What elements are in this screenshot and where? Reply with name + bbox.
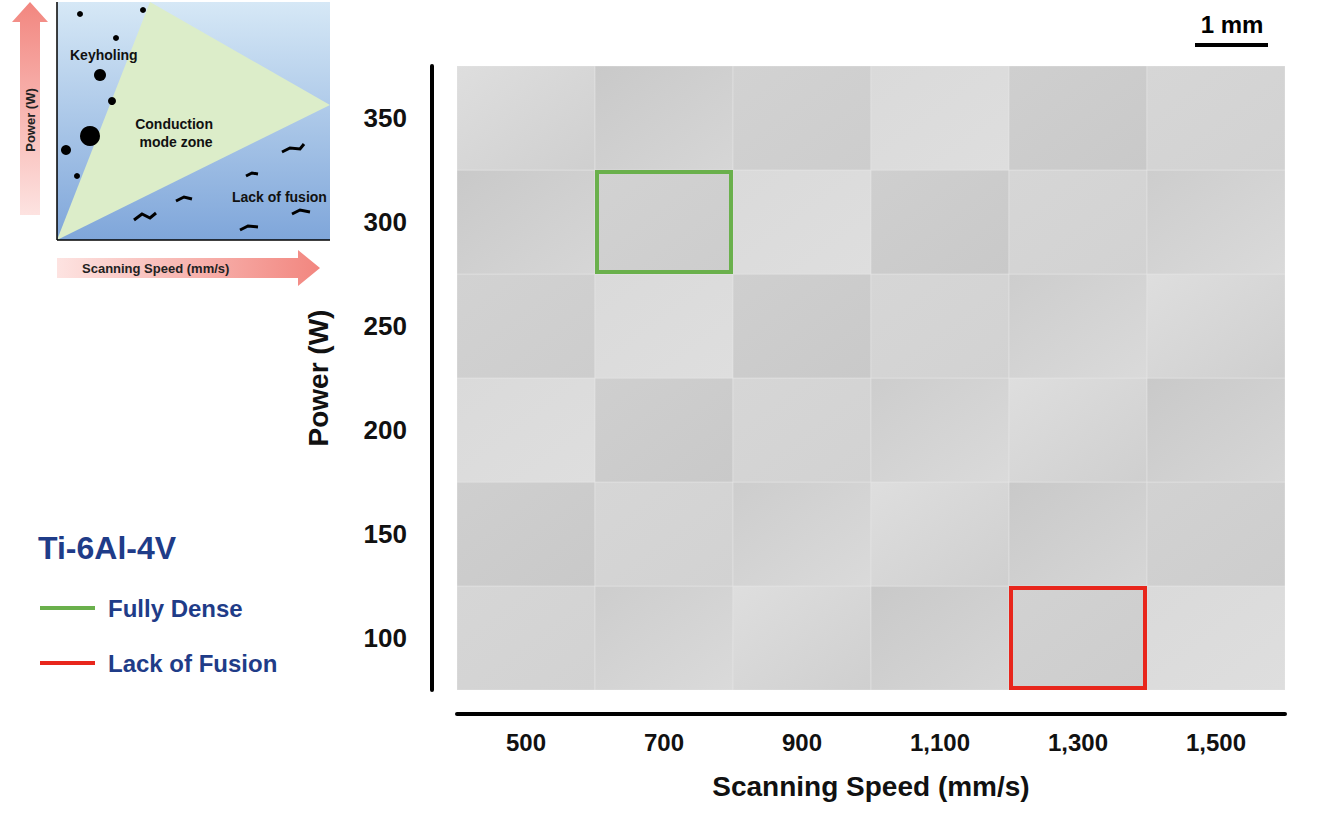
svg-text:1,100: 1,100 — [910, 729, 970, 756]
svg-text:Scanning Speed (mm/s): Scanning Speed (mm/s) — [82, 261, 229, 276]
svg-text:Fully Dense: Fully Dense — [108, 595, 243, 622]
svg-text:200: 200 — [364, 415, 407, 445]
svg-text:Power (W): Power (W) — [23, 88, 38, 152]
svg-text:100: 100 — [364, 623, 407, 653]
svg-text:Ti-6Al-4V: Ti-6Al-4V — [38, 530, 177, 566]
svg-text:mode zone: mode zone — [139, 134, 212, 150]
svg-text:1,500: 1,500 — [1186, 729, 1246, 756]
svg-text:350: 350 — [364, 103, 407, 133]
svg-text:150: 150 — [364, 519, 407, 549]
svg-text:300: 300 — [364, 207, 407, 237]
svg-text:250: 250 — [364, 311, 407, 341]
svg-text:1 mm: 1 mm — [1201, 11, 1264, 38]
svg-text:900: 900 — [782, 729, 822, 756]
svg-text:Power (W): Power (W) — [303, 310, 334, 447]
svg-text:Lack of fusion: Lack of fusion — [232, 189, 327, 205]
svg-text:700: 700 — [644, 729, 684, 756]
svg-text:1,300: 1,300 — [1048, 729, 1108, 756]
svg-text:Lack of Fusion: Lack of Fusion — [108, 650, 277, 677]
svg-text:Keyholing: Keyholing — [70, 47, 138, 63]
svg-text:Conduction: Conduction — [135, 116, 217, 132]
svg-text:500: 500 — [506, 729, 546, 756]
svg-text:Scanning Speed (mm/s): Scanning Speed (mm/s) — [712, 771, 1029, 802]
